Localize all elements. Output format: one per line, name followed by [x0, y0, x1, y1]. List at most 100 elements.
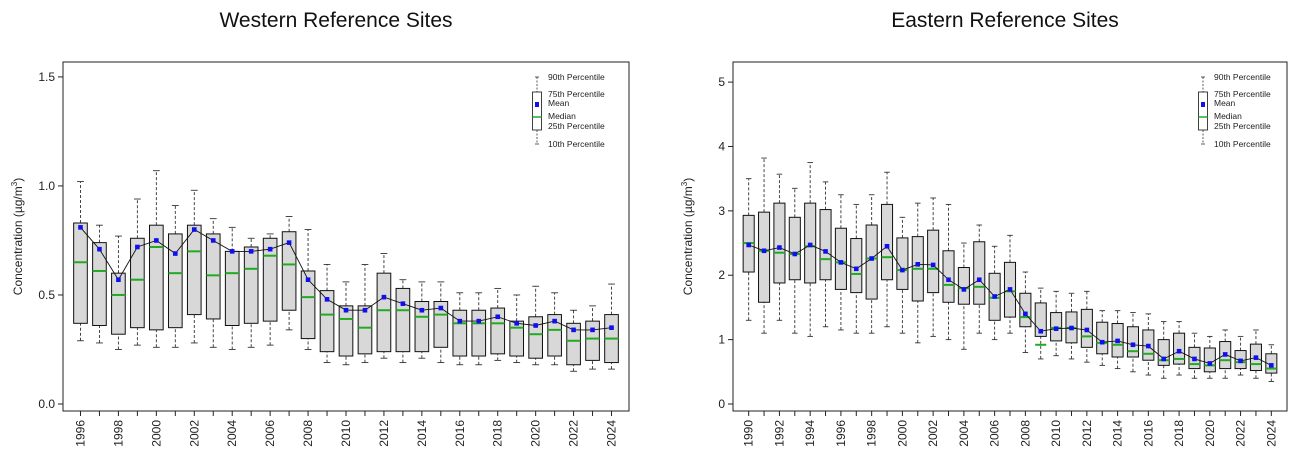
box-2004 — [957, 242, 970, 350]
x-tick-label: 2004 — [957, 420, 971, 447]
iqr-box — [850, 238, 863, 294]
mean-point — [590, 327, 595, 333]
mean-point — [777, 245, 782, 250]
box-2019 — [509, 294, 525, 364]
legend-label: 90th Percentile — [1214, 72, 1271, 82]
box-2022 — [1234, 335, 1247, 376]
mean-point — [229, 249, 235, 254]
iqr-box — [942, 250, 955, 303]
iqr-box — [167, 233, 183, 329]
iqr-box — [414, 301, 430, 353]
iqr-box — [243, 246, 259, 324]
mean-point — [1084, 327, 1090, 333]
box-2008 — [300, 229, 316, 350]
box-2020 — [1203, 335, 1216, 379]
legend-label: Mean — [1214, 98, 1236, 108]
x-tick-label: 2024 — [1264, 420, 1278, 447]
box-1992 — [773, 173, 786, 321]
iqr-box — [819, 209, 832, 281]
x-tick-label: 1996 — [73, 420, 87, 447]
x-tick-label: 2002 — [187, 420, 201, 447]
box-2015 — [433, 281, 449, 364]
x-tick-label: 2014 — [1111, 420, 1125, 447]
mean-point — [792, 251, 798, 257]
box-2001 — [911, 202, 924, 344]
legend-mean-marker — [1201, 102, 1205, 107]
mean-point — [946, 277, 951, 283]
box-1993 — [788, 187, 801, 334]
box-2017 — [1157, 321, 1170, 379]
mean-point — [900, 267, 905, 273]
mean-point — [1069, 325, 1074, 331]
mean-point — [823, 249, 828, 254]
x-tick-label: 2022 — [567, 420, 581, 447]
y-tick-label: 5 — [718, 75, 725, 89]
box-2012 — [376, 253, 392, 359]
iqr-box — [186, 224, 202, 316]
box-2016 — [452, 292, 468, 366]
iqr-box — [585, 320, 600, 361]
y-tick-label: 1.5 — [38, 70, 55, 84]
mean-point — [191, 227, 197, 232]
x-tick-label: 2006 — [988, 420, 1002, 447]
x-tick-label: 2014 — [415, 420, 429, 447]
iqr-box — [1157, 339, 1170, 366]
mean-point — [976, 277, 982, 283]
legend-label: 10th Percentile — [1214, 139, 1271, 149]
iqr-box — [547, 314, 562, 357]
iqr-box — [1019, 292, 1032, 328]
mean-point — [761, 248, 767, 254]
mean-point — [514, 321, 519, 326]
x-tick-label: 2012 — [1080, 420, 1094, 447]
mean-point — [1161, 356, 1167, 362]
legend-label: Median — [548, 111, 576, 121]
iqr-box — [834, 227, 847, 290]
iqr-box — [111, 272, 126, 335]
box-2012 — [1080, 290, 1093, 363]
mean-point — [419, 307, 425, 313]
x-tick-label: 2020 — [529, 420, 543, 447]
y-tick-label: 3 — [718, 204, 725, 218]
mean-point — [609, 325, 614, 330]
box-2000 — [896, 216, 909, 334]
mean-point — [552, 318, 557, 324]
box-1996 — [73, 181, 88, 342]
box-2011 — [357, 263, 373, 364]
y-tick-label: 0.0 — [38, 397, 55, 411]
mean-point — [915, 261, 921, 267]
box-1997 — [92, 224, 107, 344]
iqr-box — [281, 231, 297, 311]
x-tick-label: 2024 — [605, 420, 619, 447]
mean-point — [1130, 342, 1136, 348]
iqr-box — [490, 307, 506, 355]
mean-point — [135, 244, 140, 250]
box-2018 — [1173, 321, 1186, 376]
mean-point — [992, 294, 997, 299]
mean-point — [1099, 339, 1105, 345]
chart-title: Western Reference Sites — [219, 9, 452, 32]
mean-point — [1007, 287, 1013, 292]
box-2006 — [262, 233, 278, 346]
iqr-box — [357, 305, 373, 355]
box-1994 — [804, 162, 817, 337]
box-2003 — [942, 203, 955, 341]
x-tick-label: 2010 — [1049, 420, 1063, 447]
iqr-box — [471, 309, 487, 357]
mean-point — [1222, 352, 1228, 357]
iqr-box — [566, 322, 581, 366]
x-tick-label: 1998 — [111, 420, 125, 447]
box-2013 — [1096, 310, 1109, 366]
box-2007 — [1003, 234, 1017, 334]
iqr-box — [338, 305, 354, 357]
mean-point — [476, 318, 482, 324]
box-1995 — [819, 181, 832, 328]
mean-point — [533, 323, 538, 328]
box-2010 — [1050, 290, 1063, 357]
mean-point — [1176, 348, 1182, 354]
legend-box — [532, 91, 542, 131]
iqr-box — [92, 242, 107, 326]
mean-point — [1115, 338, 1120, 344]
mean-point — [267, 246, 273, 252]
iqr-box — [300, 270, 316, 340]
